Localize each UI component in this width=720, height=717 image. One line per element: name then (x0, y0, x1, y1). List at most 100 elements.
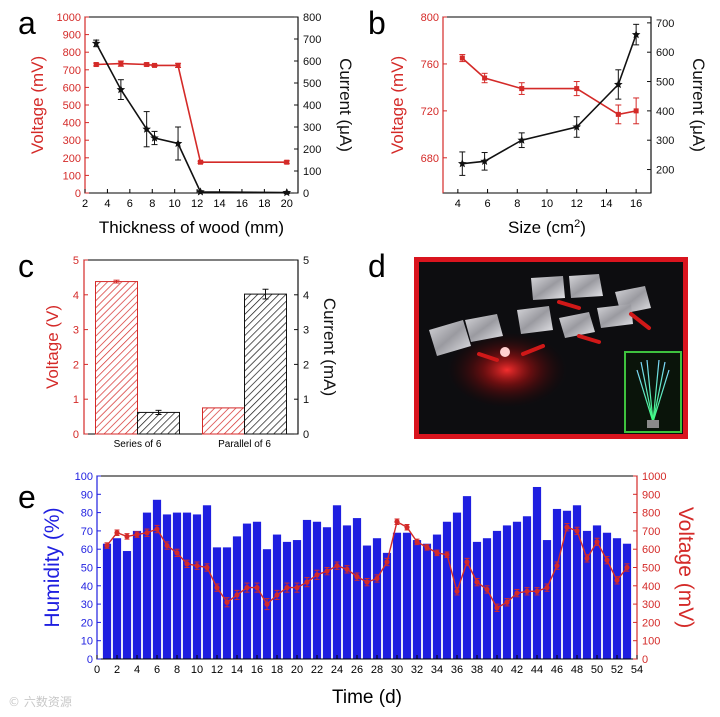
data-point-voltage (615, 111, 621, 117)
y2-tick-label: 900 (642, 489, 660, 501)
humidity-bar (132, 530, 142, 659)
voltage-point (104, 542, 110, 549)
data-point-current (142, 124, 151, 133)
x-tick-label: 48 (571, 664, 583, 676)
x-tick-label: 52 (611, 664, 623, 676)
voltage-point (284, 585, 290, 591)
voltage-point (374, 575, 380, 582)
voltage-point (334, 563, 340, 569)
voltage-point (514, 590, 520, 596)
voltage-point (324, 568, 330, 574)
fiber-lamp (636, 358, 670, 423)
humidity-bar (582, 530, 592, 659)
x-tick-label: 10 (191, 664, 203, 676)
humidity-bar (172, 512, 182, 659)
plot-frame (84, 16, 299, 194)
y2-tick-label: 0 (642, 654, 648, 666)
humidity-bar (372, 538, 382, 659)
x-tick-label: 16 (236, 198, 248, 210)
voltage-point (174, 550, 180, 556)
data-point-voltage (144, 62, 150, 68)
y-tick-label: 3 (73, 325, 79, 337)
x-tick-label: 46 (551, 664, 563, 676)
data-point-current (572, 122, 581, 131)
led-glow (447, 332, 567, 408)
x-axis-label: Thickness of wood (mm) (99, 218, 284, 237)
x-tick-label: 38 (471, 664, 483, 676)
data-point-current (631, 30, 641, 39)
humidity-bar (382, 552, 392, 659)
voltage-point (264, 601, 270, 607)
humidity-bar (492, 530, 502, 659)
x-tick-label: 30 (391, 664, 403, 676)
humidity-bar (182, 512, 192, 659)
y-axis-label: Voltage (V) (43, 305, 62, 389)
y2-tick-label: 3 (303, 325, 309, 337)
y-tick-label: 0 (87, 654, 93, 666)
data-point-voltage (175, 62, 181, 68)
series-line-voltage (461, 57, 637, 116)
voltage-point (224, 599, 230, 605)
x-tick-label: 0 (94, 664, 100, 676)
humidity-bar (202, 505, 212, 659)
y-tick-label: 800 (63, 47, 81, 59)
voltage-point (244, 585, 250, 591)
humidity-bar (302, 519, 312, 659)
humidity-bar (102, 543, 112, 659)
bar-voltage (95, 281, 138, 435)
voltage-point (364, 579, 370, 585)
y-tick-label: 90 (81, 489, 93, 501)
humidity-bar (122, 551, 132, 659)
y2-tick-label: 600 (303, 56, 321, 68)
voltage-point (534, 588, 540, 594)
humidity-bar (552, 508, 562, 659)
y2-tick-label: 800 (642, 508, 660, 520)
data-point-voltage (93, 62, 99, 68)
voltage-point (484, 586, 490, 593)
panel-letter-a: a (18, 5, 36, 41)
humidity-bar (482, 538, 492, 659)
y-tick-label: 1 (73, 394, 79, 406)
humidity-bar (402, 532, 412, 659)
y2-tick-label: 100 (303, 166, 321, 178)
data-point-voltage (197, 159, 203, 165)
x-tick-label: 12 (571, 198, 583, 210)
chart-c: 0 0 1 1 2 2 3 3 4 4 5 5 Series of 6 Parallel of 6 Volt… (43, 255, 339, 450)
data-point-voltage (284, 159, 290, 165)
humidity-bar (362, 545, 372, 659)
y2-tick-label: 700 (303, 34, 321, 46)
y2-tick-label: 200 (303, 144, 321, 156)
x-tick-label: 8 (514, 198, 520, 210)
data-point-voltage (633, 108, 639, 114)
humidity-bar (502, 525, 512, 659)
y2-tick-label: 800 (303, 12, 321, 24)
humidity-bar (292, 540, 302, 659)
y2-tick-label: 300 (303, 122, 321, 134)
x-tick-label: 22 (311, 664, 323, 676)
voltage-point (444, 552, 450, 558)
x-tick-label: 4 (455, 198, 461, 210)
x-tick-label: 36 (451, 664, 463, 676)
y-tick-label: 70 (81, 526, 93, 538)
x-tick-label: 4 (134, 664, 140, 676)
y2-tick-label: 5 (303, 255, 309, 267)
y-tick-label: 400 (63, 118, 81, 130)
x-tick-label: 54 (631, 664, 643, 676)
humidity-bar (152, 499, 162, 659)
y2-axis-label: Current (μA) (336, 58, 355, 152)
x-axis-label: Size (cm2) (508, 218, 586, 237)
voltage-point (414, 539, 420, 545)
humidity-bar (332, 505, 342, 659)
category-label: Parallel of 6 (218, 439, 271, 450)
x-tick-label: 12 (211, 664, 223, 676)
humidity-bar (592, 525, 602, 659)
x-tick-label: 6 (127, 198, 133, 210)
led (500, 347, 510, 357)
humidity-bar (542, 540, 552, 659)
y2-tick-label: 700 (656, 18, 674, 30)
y2-tick-label: 300 (656, 135, 674, 147)
voltage-point (144, 530, 150, 536)
humidity-bar (422, 543, 432, 659)
y-tick-label: 2 (73, 359, 79, 371)
voltage-point (544, 585, 550, 591)
